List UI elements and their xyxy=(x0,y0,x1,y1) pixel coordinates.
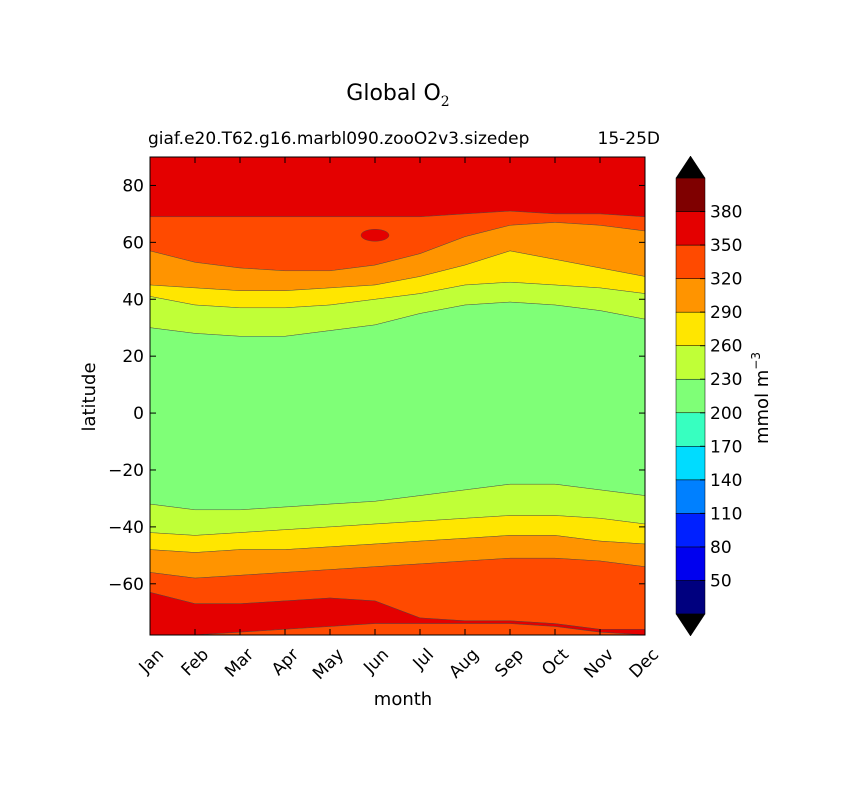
colorbar-tick-label: 200 xyxy=(710,404,742,424)
colorbar-tick-label: 350 xyxy=(710,236,742,256)
x-tick-label: Aug xyxy=(445,645,483,683)
colorbar-tick-label: 170 xyxy=(710,437,742,457)
y-tick-label: −40 xyxy=(108,518,144,538)
colorbar-swatch xyxy=(675,211,706,246)
x-tick-label: Nov xyxy=(580,645,618,683)
y-tick-label: 80 xyxy=(122,176,144,196)
contour-band-320-350-south-edge xyxy=(150,623,645,635)
colorbar-tick-label: 290 xyxy=(710,303,742,323)
x-axis-label: month xyxy=(374,689,432,710)
colorbar-swatch xyxy=(675,446,706,481)
colorbar-swatch xyxy=(675,378,706,414)
y-tick-label: 40 xyxy=(122,290,144,310)
plot-frame xyxy=(149,156,646,636)
y-tick-label: 20 xyxy=(122,347,144,367)
colorbar-tick-label: 380 xyxy=(710,203,742,223)
x-tick-label: Jun xyxy=(359,645,393,679)
colorbar-swatch xyxy=(675,412,706,447)
experiment-label: giaf.e20.T62.g16.marbl090.zooO2v3.sizede… xyxy=(148,129,529,149)
x-tick-label: Sep xyxy=(491,645,528,682)
colorbar-swatch xyxy=(675,311,706,346)
y-tick-label: −60 xyxy=(108,575,144,595)
y-tick-label: −20 xyxy=(108,461,144,481)
colorbar-swatch xyxy=(675,345,706,380)
colorbar-swatch xyxy=(675,580,706,615)
contour-band-350-380-north xyxy=(150,157,645,218)
x-tick-label: Mar xyxy=(221,645,258,682)
colorbar-swatch xyxy=(675,244,706,279)
colorbar-tick-label: 320 xyxy=(710,270,742,290)
colorbar-tick-label: 80 xyxy=(710,538,732,558)
colorbar-tick-label: 260 xyxy=(710,337,742,357)
y-tick-label: 0 xyxy=(133,404,144,424)
contour-patch-350-north xyxy=(360,229,390,242)
depth-label: 15-25D xyxy=(598,129,661,149)
contour-plot-area xyxy=(150,157,645,635)
colorbar-extend-max xyxy=(675,155,706,179)
colorbar-tick-label: 50 xyxy=(710,571,732,591)
x-tick-label: Dec xyxy=(626,645,663,682)
colorbar-tick-label: 140 xyxy=(710,471,742,491)
colorbar-tick-label: 110 xyxy=(710,504,742,524)
y-tick-label: 60 xyxy=(122,233,144,253)
x-tick-label: Oct xyxy=(538,645,573,680)
colorbar: 50 80 110 140 170 200 230 260 290 320 350 380 xyxy=(675,155,742,637)
x-tick-label: Jul xyxy=(409,645,438,674)
x-tick-label: May xyxy=(309,645,348,684)
y-axis: 80 60 40 20 0 −20 −40 −60 xyxy=(108,176,645,595)
colorbar-swatch xyxy=(675,278,706,313)
colorbar-extend-min xyxy=(675,613,706,637)
colorbar-swatch xyxy=(675,513,706,548)
colorbar-label: mmol m−3 xyxy=(749,352,773,444)
y-axis-label: latitude xyxy=(79,362,100,431)
colorbar-tick-label: 230 xyxy=(710,370,742,390)
colorbar-swatch xyxy=(675,479,706,514)
chart-title: Global O2 xyxy=(346,81,449,110)
x-tick-label: Jan xyxy=(135,645,168,678)
colorbar-swatch xyxy=(675,177,706,212)
x-tick-label: Feb xyxy=(178,645,213,680)
colorbar-swatch xyxy=(675,546,706,581)
x-tick-label: Apr xyxy=(268,645,303,680)
